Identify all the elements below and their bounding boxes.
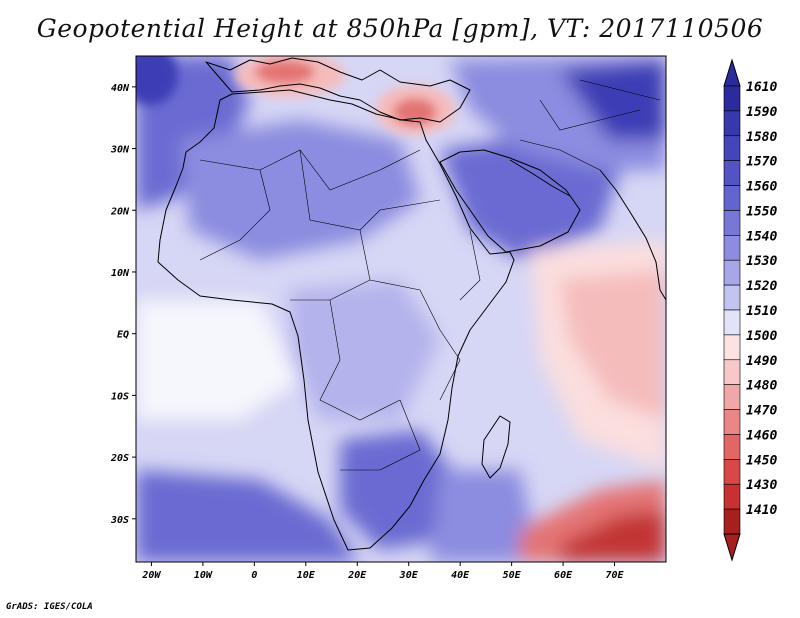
colorbar-swatch [723,85,741,112]
africa-coastline [157,89,515,551]
field-south-indian [430,470,540,562]
colorbar-label: 1560 [746,180,777,195]
colorbar-swatch [723,508,741,535]
field-northwest-corner [136,56,178,105]
colorbar-swatch [723,483,741,510]
colorbar-swatch [723,235,741,261]
colorbar-swatch [723,334,741,361]
colorbar-label: 1470 [746,404,777,419]
field-southern-africa [340,430,460,550]
colorbar-label: 1530 [746,254,777,269]
colorbar-label: 1450 [746,453,777,468]
field-mediterranean-lows [136,56,455,135]
map-title: Geopotential Height at 850hPa [gpm], VT:… [36,14,764,43]
geopotential-field [136,56,666,562]
colorbar-swatch [723,384,741,410]
colorbar-swatch [723,309,741,336]
lon-tick-label: 70E [606,570,625,581]
colorbar-swatch [723,259,741,286]
plot-frame [135,55,667,563]
field-southeast-deep-low [560,510,666,562]
arabia-coastline [439,149,581,253]
colorbar-swatch [723,210,741,236]
lon-tick-label: 10W [194,570,213,581]
lat-tick-label: 30N [110,145,130,156]
colorbar-swatch [723,359,741,385]
lon-tick-label: 10E [297,570,316,581]
lon-tick-label: 60E [554,570,573,581]
coastlines [157,57,666,551]
colorbar-label: 1590 [746,105,777,120]
lon-tick-label: 40E [451,570,470,581]
colorbar-top-arrow [723,58,741,87]
colorbar-label: 1510 [746,304,777,319]
field-gulf-guinea [136,300,300,420]
lon-tick-label: 30E [399,570,419,581]
lat-tick-label: 10S [111,391,129,402]
country-borders [199,79,661,471]
persian-gulf-coastline [509,159,571,197]
field-mediterranean-west-core [255,60,315,84]
colorbar-label: 1480 [746,379,777,394]
colorbar-swatch [723,110,741,137]
lat-axis: 40N 30N 20N 10N EQ 10S 20S 30S [110,83,136,526]
colorbar-swatch [723,434,741,460]
field-sahara [180,120,420,260]
lat-tick-label: 20N [110,206,130,217]
colorbar-label: 1610 [746,80,777,95]
lat-tick-label: 30S [110,515,129,526]
field-south-atlantic [136,470,360,562]
border-lines [199,79,661,471]
colorbar-swatch [723,459,741,485]
colorbar-label: 1520 [746,279,777,294]
lon-tick-label: 50E [503,570,522,581]
lon-axis: 20W 10W 0 10E 20E 30E 40E 50E 60E 70E [141,562,625,581]
colorbar-swatch [723,185,741,211]
colorbar-swatch [723,409,741,435]
field-tibet [560,60,666,140]
lon-tick-label: 20W [141,570,161,581]
india-coastline [599,169,666,301]
lat-tick-label: 20S [110,453,129,464]
colorbar-label: 1490 [746,354,777,369]
field-blobs [136,56,666,562]
colorbar-label: 1410 [746,503,777,518]
colorbar-label: 1460 [746,428,777,443]
europe-coastline [205,57,471,123]
colorbar-label: 1540 [746,229,777,244]
colorbar: 1610 1590 1580 1570 1560 1550 1540 1530 1520 1510… [723,58,777,562]
colorbar-swatch [723,284,741,311]
lon-tick-label: 0 [251,570,257,581]
lat-tick-label: 10N [111,268,130,279]
colorbar-swatch [723,135,741,161]
colorbar-label: 1550 [746,204,777,219]
grads-credit: GrADS: IGES/COLA [6,602,93,612]
colorbar-label: 1570 [746,155,777,170]
field-indian-ocean-pale [560,270,666,420]
colorbar-swatch [723,160,741,186]
colorbar-bottom-arrow [723,533,741,562]
lat-tick-label: 40N [111,83,130,94]
colorbar-label: 1430 [746,478,777,493]
colorbar-label: 1500 [746,329,777,344]
lon-tick-label: 20E [347,570,367,581]
lat-tick-label: EQ [117,330,129,341]
madagascar-coastline [481,415,511,479]
colorbar-label: 1580 [746,130,777,145]
